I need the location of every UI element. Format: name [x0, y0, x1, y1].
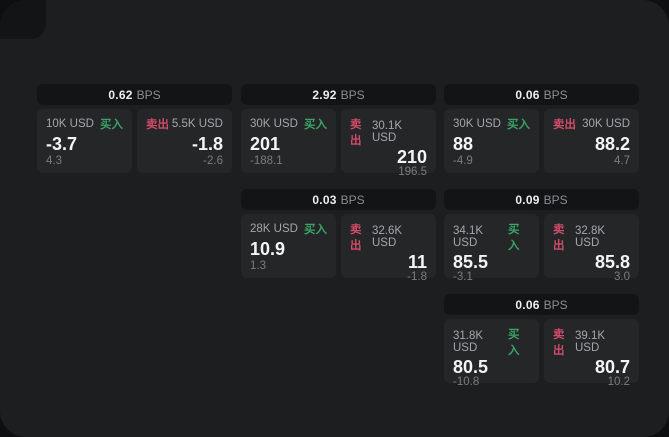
buy-sub-value: -4.9 [453, 155, 473, 167]
buy-amount: 34.1K USD [453, 225, 484, 249]
buy-price: 88 [453, 133, 474, 154]
buy-side-label: 买入 [507, 119, 530, 131]
buy-price: 80.5 [453, 357, 489, 377]
buy-panel[interactable]: 30K USD 买入 201 -188.1 [241, 109, 336, 173]
sell-amount: 30K USD [582, 118, 630, 130]
sell-side-label: 卖出 [350, 119, 362, 147]
quote-card: 0.03 BPS 28K USD 买入 10.9 1.3 卖出 32.6K US… [241, 189, 436, 283]
sell-panel[interactable]: 卖出 30K USD 88.2 4.7 [544, 109, 639, 173]
sell-amount: 39.1K USD [574, 330, 606, 354]
buy-side-label: 买入 [304, 119, 327, 131]
quote-card: 0.62 BPS 10K USD 买入 -3.7 4.3 卖出 5.5K USD… [37, 84, 232, 173]
sell-sub-value: -1.8 [407, 271, 427, 283]
sell-panel[interactable]: 卖出 5.5K USD -1.8 -2.6 [137, 109, 232, 173]
sell-sub-value: 196.5 [398, 166, 427, 178]
bps-header: 0.06 BPS [444, 294, 639, 315]
sell-sub-value: 3.0 [614, 271, 630, 283]
buy-price: 85.5 [453, 252, 489, 272]
bps-unit-label: BPS [543, 192, 568, 207]
quote-card: 2.92 BPS 30K USD 买入 201 -188.1 卖出 30.1K … [241, 84, 436, 178]
buy-panel[interactable]: 31.8K USD 买入 80.5 -10.8 [444, 319, 539, 388]
corner-panel [0, 0, 46, 39]
sell-price: 85.8 [594, 252, 630, 272]
buy-sub-value: -3.1 [453, 271, 473, 283]
bps-header: 0.62 BPS [37, 84, 232, 105]
buy-side-label: 买入 [508, 224, 520, 252]
quote-card: 0.06 BPS 30K USD 买入 88 -4.9 卖出 30K USD 8… [444, 84, 639, 173]
quote-card: 0.09 BPS 34.1K USD 买入 85.5 -3.1 卖出 32.8K… [444, 189, 639, 283]
sell-panel[interactable]: 卖出 32.6K USD 11 -1.8 [341, 214, 436, 283]
buy-sub-value: 1.3 [250, 260, 266, 272]
bps-unit-label: BPS [136, 87, 161, 102]
sell-sub-value: -2.6 [203, 155, 223, 167]
bps-header: 0.06 BPS [444, 84, 639, 105]
sell-side-label: 卖出 [553, 224, 565, 252]
sell-panel[interactable]: 卖出 32.8K USD 85.8 3.0 [544, 214, 639, 283]
sell-price: 11 [407, 252, 427, 272]
bps-header: 0.09 BPS [444, 189, 639, 210]
bps-unit-label: BPS [543, 87, 568, 102]
buy-sub-value: -188.1 [250, 155, 283, 167]
bps-unit-label: BPS [340, 192, 365, 207]
sell-price: 88.2 [594, 133, 630, 154]
sell-panel[interactable]: 卖出 30.1K USD 210 196.5 [341, 109, 436, 178]
buy-sub-value: -10.8 [453, 376, 480, 388]
buy-amount: 31.8K USD [453, 330, 484, 354]
buy-side-label: 买入 [304, 224, 327, 236]
buy-side-label: 买入 [100, 119, 123, 131]
bps-value: 0.06 [515, 87, 540, 102]
sell-price: -1.8 [191, 133, 223, 154]
sell-side-label: 卖出 [553, 329, 565, 357]
sell-price: 80.7 [594, 357, 630, 377]
bps-value: 2.92 [312, 87, 337, 102]
bps-header: 0.03 BPS [241, 189, 436, 210]
bps-value: 0.09 [515, 192, 540, 207]
buy-panel[interactable]: 30K USD 买入 88 -4.9 [444, 109, 539, 173]
sell-amount: 5.5K USD [171, 118, 223, 130]
buy-panel[interactable]: 10K USD 买入 -3.7 4.3 [37, 109, 132, 173]
sell-side-label: 卖出 [146, 119, 169, 131]
sell-side-label: 卖出 [350, 224, 362, 252]
buy-amount: 30K USD [453, 118, 501, 130]
buy-panel[interactable]: 28K USD 买入 10.9 1.3 [241, 214, 336, 278]
bps-unit-label: BPS [543, 297, 568, 312]
buy-price: -3.7 [46, 133, 78, 154]
sell-sub-value: 4.7 [614, 155, 630, 167]
buy-amount: 10K USD [46, 118, 94, 130]
sell-price: 210 [396, 147, 427, 167]
sell-side-label: 卖出 [553, 119, 576, 131]
buy-amount: 28K USD [250, 223, 298, 235]
sell-panel[interactable]: 卖出 39.1K USD 80.7 10.2 [544, 319, 639, 388]
quote-card: 0.06 BPS 31.8K USD 买入 80.5 -10.8 卖出 39.1… [444, 294, 639, 388]
buy-side-label: 买入 [508, 329, 520, 357]
buy-panel[interactable]: 34.1K USD 买入 85.5 -3.1 [444, 214, 539, 283]
bps-value: 0.62 [108, 87, 133, 102]
sell-amount: 32.8K USD [574, 225, 606, 249]
bps-value: 0.06 [515, 297, 540, 312]
buy-amount: 30K USD [250, 118, 298, 130]
sell-amount: 30.1K USD [371, 120, 403, 144]
bps-header: 2.92 BPS [241, 84, 436, 105]
buy-price: 10.9 [250, 238, 286, 259]
sell-sub-value: 10.2 [607, 376, 630, 388]
buy-sub-value: 4.3 [46, 155, 62, 167]
bps-unit-label: BPS [340, 87, 365, 102]
sell-amount: 32.6K USD [371, 225, 403, 249]
buy-price: 201 [250, 133, 281, 154]
bps-value: 0.03 [312, 192, 337, 207]
